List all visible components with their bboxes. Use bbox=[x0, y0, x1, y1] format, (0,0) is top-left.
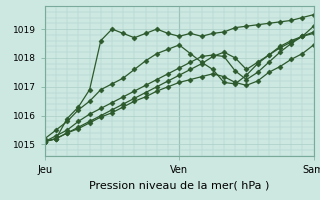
X-axis label: Pression niveau de la mer( hPa ): Pression niveau de la mer( hPa ) bbox=[89, 181, 269, 191]
